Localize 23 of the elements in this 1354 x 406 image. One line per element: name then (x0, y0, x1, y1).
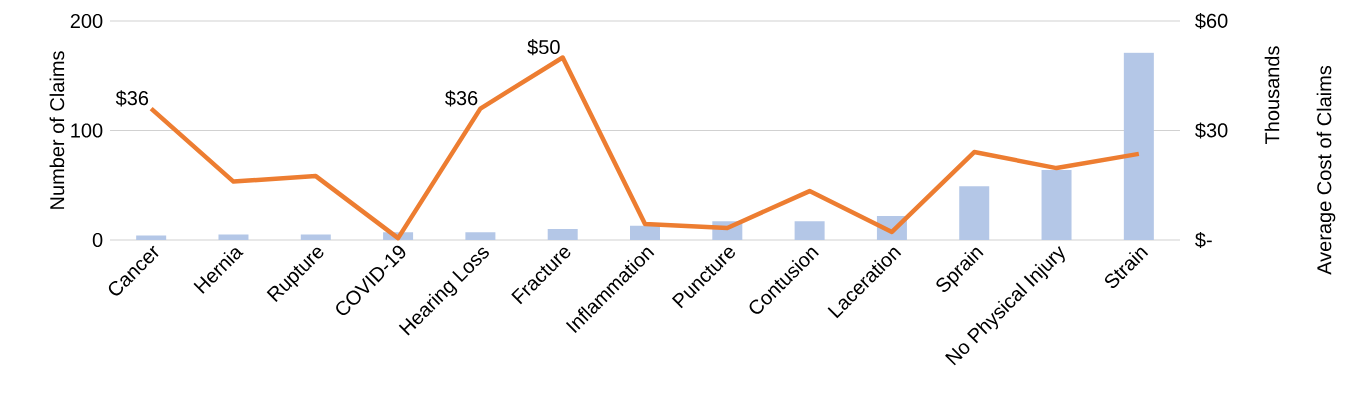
y2-tick-label: $30 (1195, 122, 1228, 139)
bar (1041, 169, 1072, 240)
bar (136, 235, 167, 240)
bar (547, 229, 578, 240)
text: Thousands (1264, 46, 1280, 145)
bar (218, 234, 249, 240)
y-tick-label: 0 (92, 232, 103, 248)
y2-tick-label: $- (1195, 231, 1212, 249)
y2-tick-label: $60 (1195, 12, 1228, 30)
data-label: $36 (115, 90, 149, 107)
data-label: $50 (527, 39, 560, 56)
bar (300, 234, 331, 240)
line-series (148, 55, 1142, 241)
bar (630, 225, 661, 240)
bar (794, 221, 825, 240)
data-label: $36 (445, 90, 478, 107)
bar (1123, 52, 1154, 240)
y-axis-title: Number of Claims (49, 51, 65, 209)
bar (959, 186, 990, 240)
y2-axis-title: Average Cost of Claims (1316, 65, 1336, 275)
bar (465, 232, 496, 240)
y-tick-label: 200 (70, 13, 103, 29)
y-tick-label: 100 (71, 123, 103, 138)
